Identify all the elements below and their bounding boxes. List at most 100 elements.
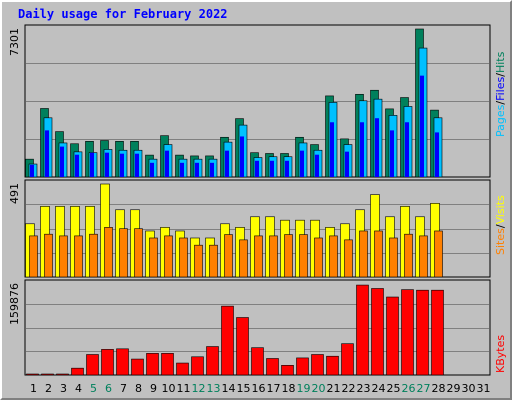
files-bar-19 — [300, 150, 304, 177]
kbytes-bar-5 — [86, 354, 99, 376]
sites-bar-26 — [404, 233, 413, 278]
kbytes-bar-8 — [131, 358, 144, 376]
files-bar-12 — [195, 162, 199, 177]
kbytes-bar-24 — [371, 288, 384, 376]
sites-bar-25 — [389, 237, 398, 278]
y-max-label: 491 — [8, 183, 21, 204]
right-label-part: Visits — [494, 195, 507, 224]
x-tick-label-29: 29 — [447, 382, 461, 395]
sites-bar-5 — [89, 233, 98, 278]
x-tick-label-15: 15 — [237, 382, 251, 395]
sites-bar-15 — [239, 239, 248, 278]
kbytes-bar-12 — [191, 356, 204, 376]
x-tick-label-24: 24 — [372, 382, 386, 395]
x-tick-label-6: 6 — [105, 382, 112, 395]
kbytes-bar-20 — [311, 354, 324, 376]
files-bar-9 — [150, 162, 154, 177]
x-tick-label-30: 30 — [462, 382, 476, 395]
x-tick-label-7: 7 — [120, 382, 127, 395]
sites-bar-4 — [74, 235, 83, 278]
files-bar-14 — [225, 150, 229, 177]
sites-bar-24 — [374, 230, 383, 278]
kbytes-bar-15 — [236, 317, 249, 376]
x-tick-label-22: 22 — [342, 382, 356, 395]
x-tick-label-27: 27 — [417, 382, 431, 395]
kbytes-bar-14 — [221, 305, 234, 376]
sites-bar-6 — [104, 227, 113, 278]
panel-1: 7301 — [8, 24, 491, 178]
y-max-label: 159876 — [8, 283, 21, 325]
sites-bar-2 — [44, 233, 53, 278]
kbytes-bar-25 — [386, 296, 399, 376]
kbytes-bar-7 — [116, 348, 129, 376]
right-label-panel3: KBytes — [494, 335, 507, 373]
files-bar-8 — [135, 153, 139, 177]
chart-title: Daily usage for February 2022 — [18, 7, 228, 21]
x-tick-label-19: 19 — [297, 382, 311, 395]
right-label-panel2: Sites/Visits — [494, 195, 507, 255]
files-bar-2 — [45, 130, 49, 177]
x-tick-label-12: 12 — [192, 382, 206, 395]
kbytes-bar-10 — [161, 353, 174, 376]
sites-bar-8 — [134, 228, 143, 278]
files-bar-5 — [90, 152, 94, 177]
x-tick-label-16: 16 — [252, 382, 266, 395]
x-tick-label-2: 2 — [45, 382, 52, 395]
kbytes-bar-27 — [416, 289, 429, 376]
files-bar-13 — [210, 162, 214, 177]
right-label-part: Sites — [494, 228, 507, 255]
kbytes-bar-28 — [431, 289, 444, 376]
panel-2: 491 — [8, 179, 491, 278]
right-label-part: / — [494, 73, 507, 77]
files-bar-17 — [270, 160, 274, 177]
sites-bar-1 — [29, 235, 38, 278]
sites-bar-9 — [149, 237, 158, 278]
files-bar-4 — [75, 154, 79, 177]
files-bar-21 — [330, 122, 334, 177]
kbytes-bar-3 — [56, 373, 69, 376]
x-tick-label-3: 3 — [60, 382, 67, 395]
files-bar-7 — [120, 153, 124, 177]
right-label-panel1: Pages/Files/Hits — [494, 51, 507, 137]
kbytes-bar-4 — [71, 367, 84, 376]
sites-bar-3 — [59, 235, 68, 278]
files-bar-26 — [405, 122, 409, 177]
x-tick-label-23: 23 — [357, 382, 371, 395]
x-tick-label-25: 25 — [387, 382, 401, 395]
panel-3: 159876 — [8, 279, 491, 376]
x-tick-label-17: 17 — [267, 382, 281, 395]
x-tick-label-21: 21 — [327, 382, 341, 395]
files-bar-28 — [435, 132, 439, 177]
files-bar-1 — [30, 164, 34, 177]
files-bar-27 — [420, 75, 424, 177]
files-bar-25 — [390, 130, 394, 177]
right-label-part: / — [494, 224, 507, 228]
x-tick-label-13: 13 — [207, 382, 221, 395]
x-tick-label-28: 28 — [432, 382, 446, 395]
files-bar-23 — [360, 122, 364, 177]
right-label-part: Pages — [494, 104, 507, 137]
kbytes-bar-1 — [26, 373, 39, 376]
files-bar-15 — [240, 136, 244, 177]
kbytes-bar-16 — [251, 347, 264, 376]
files-bar-20 — [315, 154, 319, 177]
sites-bar-19 — [299, 234, 308, 278]
x-tick-label-11: 11 — [177, 382, 191, 395]
x-tick-label-5: 5 — [90, 382, 97, 395]
x-tick-label-1: 1 — [30, 382, 37, 395]
sites-bar-13 — [209, 244, 218, 278]
x-tick-label-26: 26 — [402, 382, 416, 395]
files-bar-18 — [285, 160, 289, 177]
right-label-part: Files — [494, 76, 507, 100]
sites-bar-17 — [269, 235, 278, 278]
right-label-part: Hits — [494, 51, 507, 73]
files-bar-16 — [255, 160, 259, 177]
files-bar-10 — [165, 150, 169, 177]
sites-bar-11 — [179, 237, 188, 278]
files-bar-24 — [375, 118, 379, 177]
sites-bar-10 — [164, 235, 173, 278]
kbytes-bar-11 — [176, 362, 189, 376]
x-tick-label-20: 20 — [312, 382, 326, 395]
